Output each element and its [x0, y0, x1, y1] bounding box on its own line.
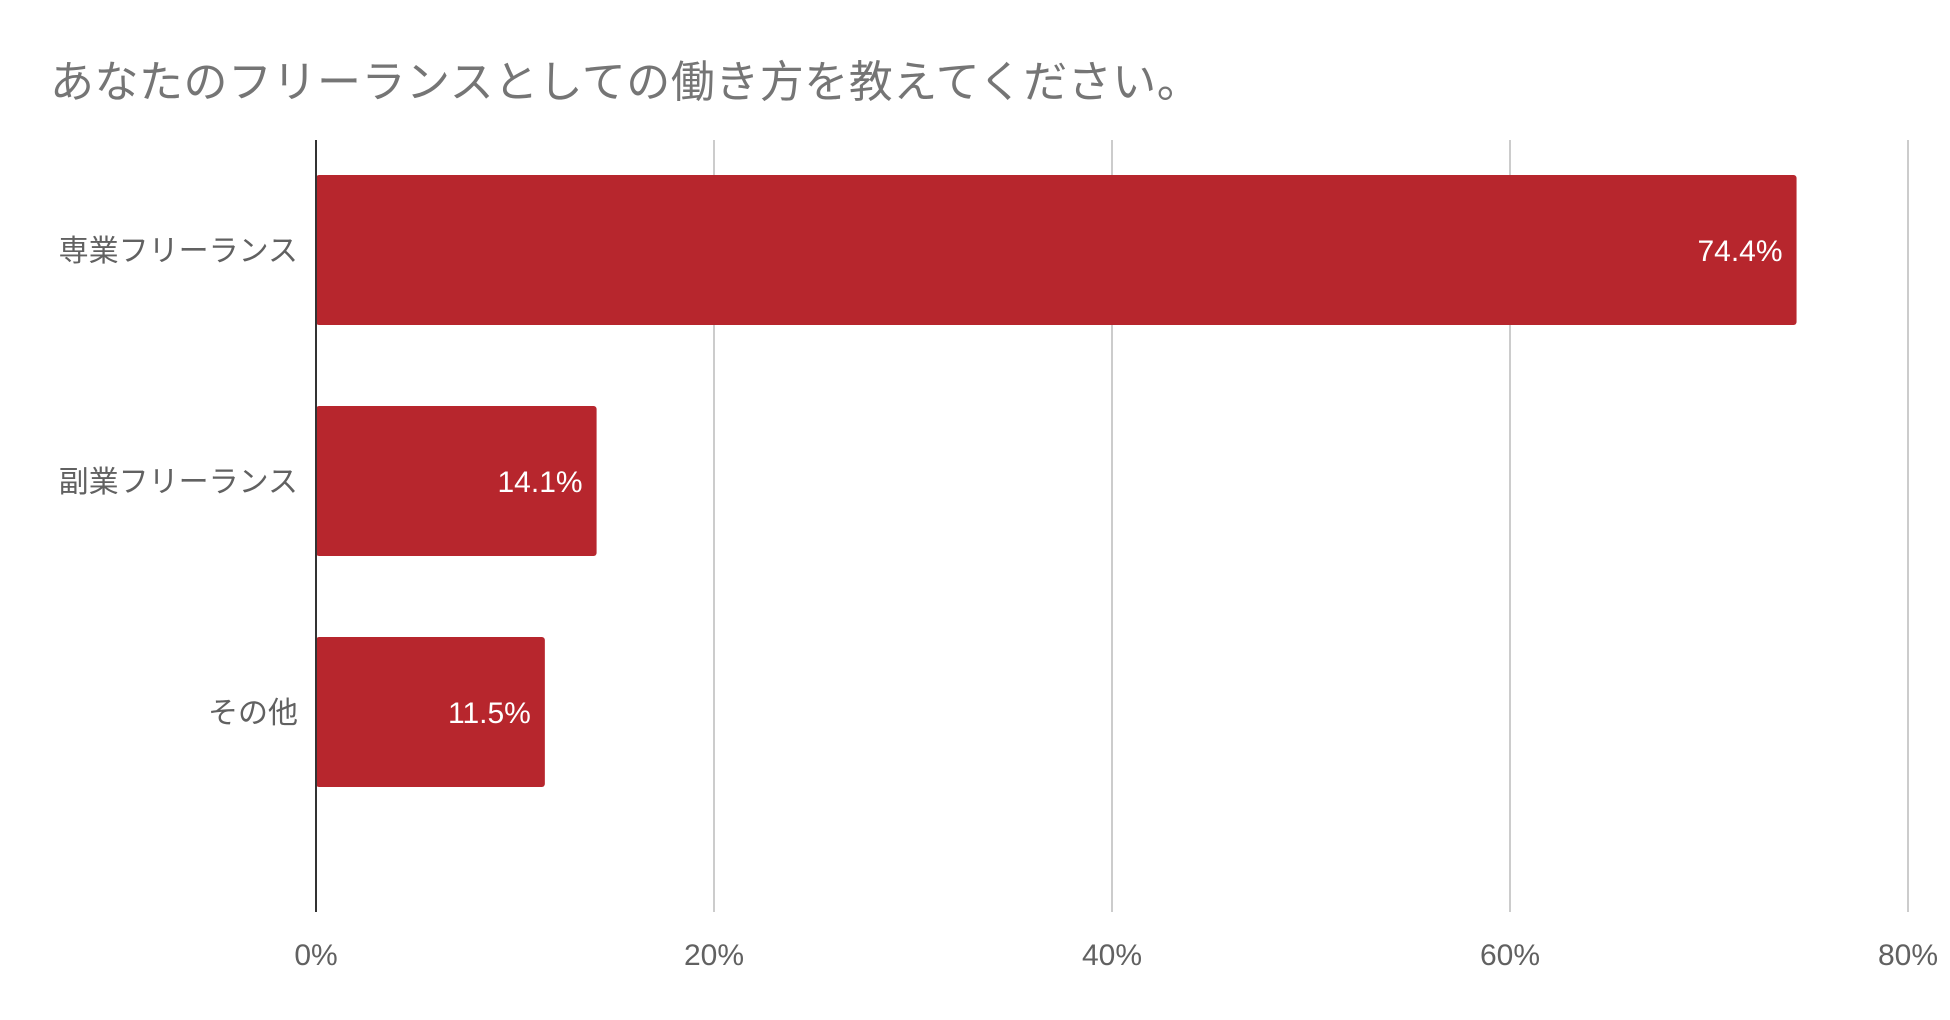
bar: [316, 637, 545, 787]
bar-data-label: 11.5%: [448, 697, 531, 730]
bar-data-label: 74.4%: [1697, 235, 1782, 268]
x-tick-label: 20%: [684, 939, 744, 972]
chart-title: あなたのフリーランスとしての働き方を教えてください。: [50, 57, 1202, 108]
category-label: その他: [208, 696, 298, 731]
x-tick-label: 40%: [1082, 939, 1142, 972]
category-label: 副業フリーランス: [59, 465, 298, 500]
bar-data-label: 14.1%: [498, 466, 583, 499]
bar: [316, 175, 1797, 325]
x-tick-labels: 0% 20% 40% 60% 80%: [294, 939, 1938, 972]
x-tick-label: 60%: [1480, 939, 1540, 972]
bar: [316, 406, 597, 556]
category-label: 専業フリーランス: [59, 234, 298, 269]
x-tick-label: 0%: [294, 939, 337, 972]
x-tick-label: 80%: [1878, 939, 1938, 972]
bars: 74.4% 14.1% 11.5%: [316, 175, 1797, 787]
